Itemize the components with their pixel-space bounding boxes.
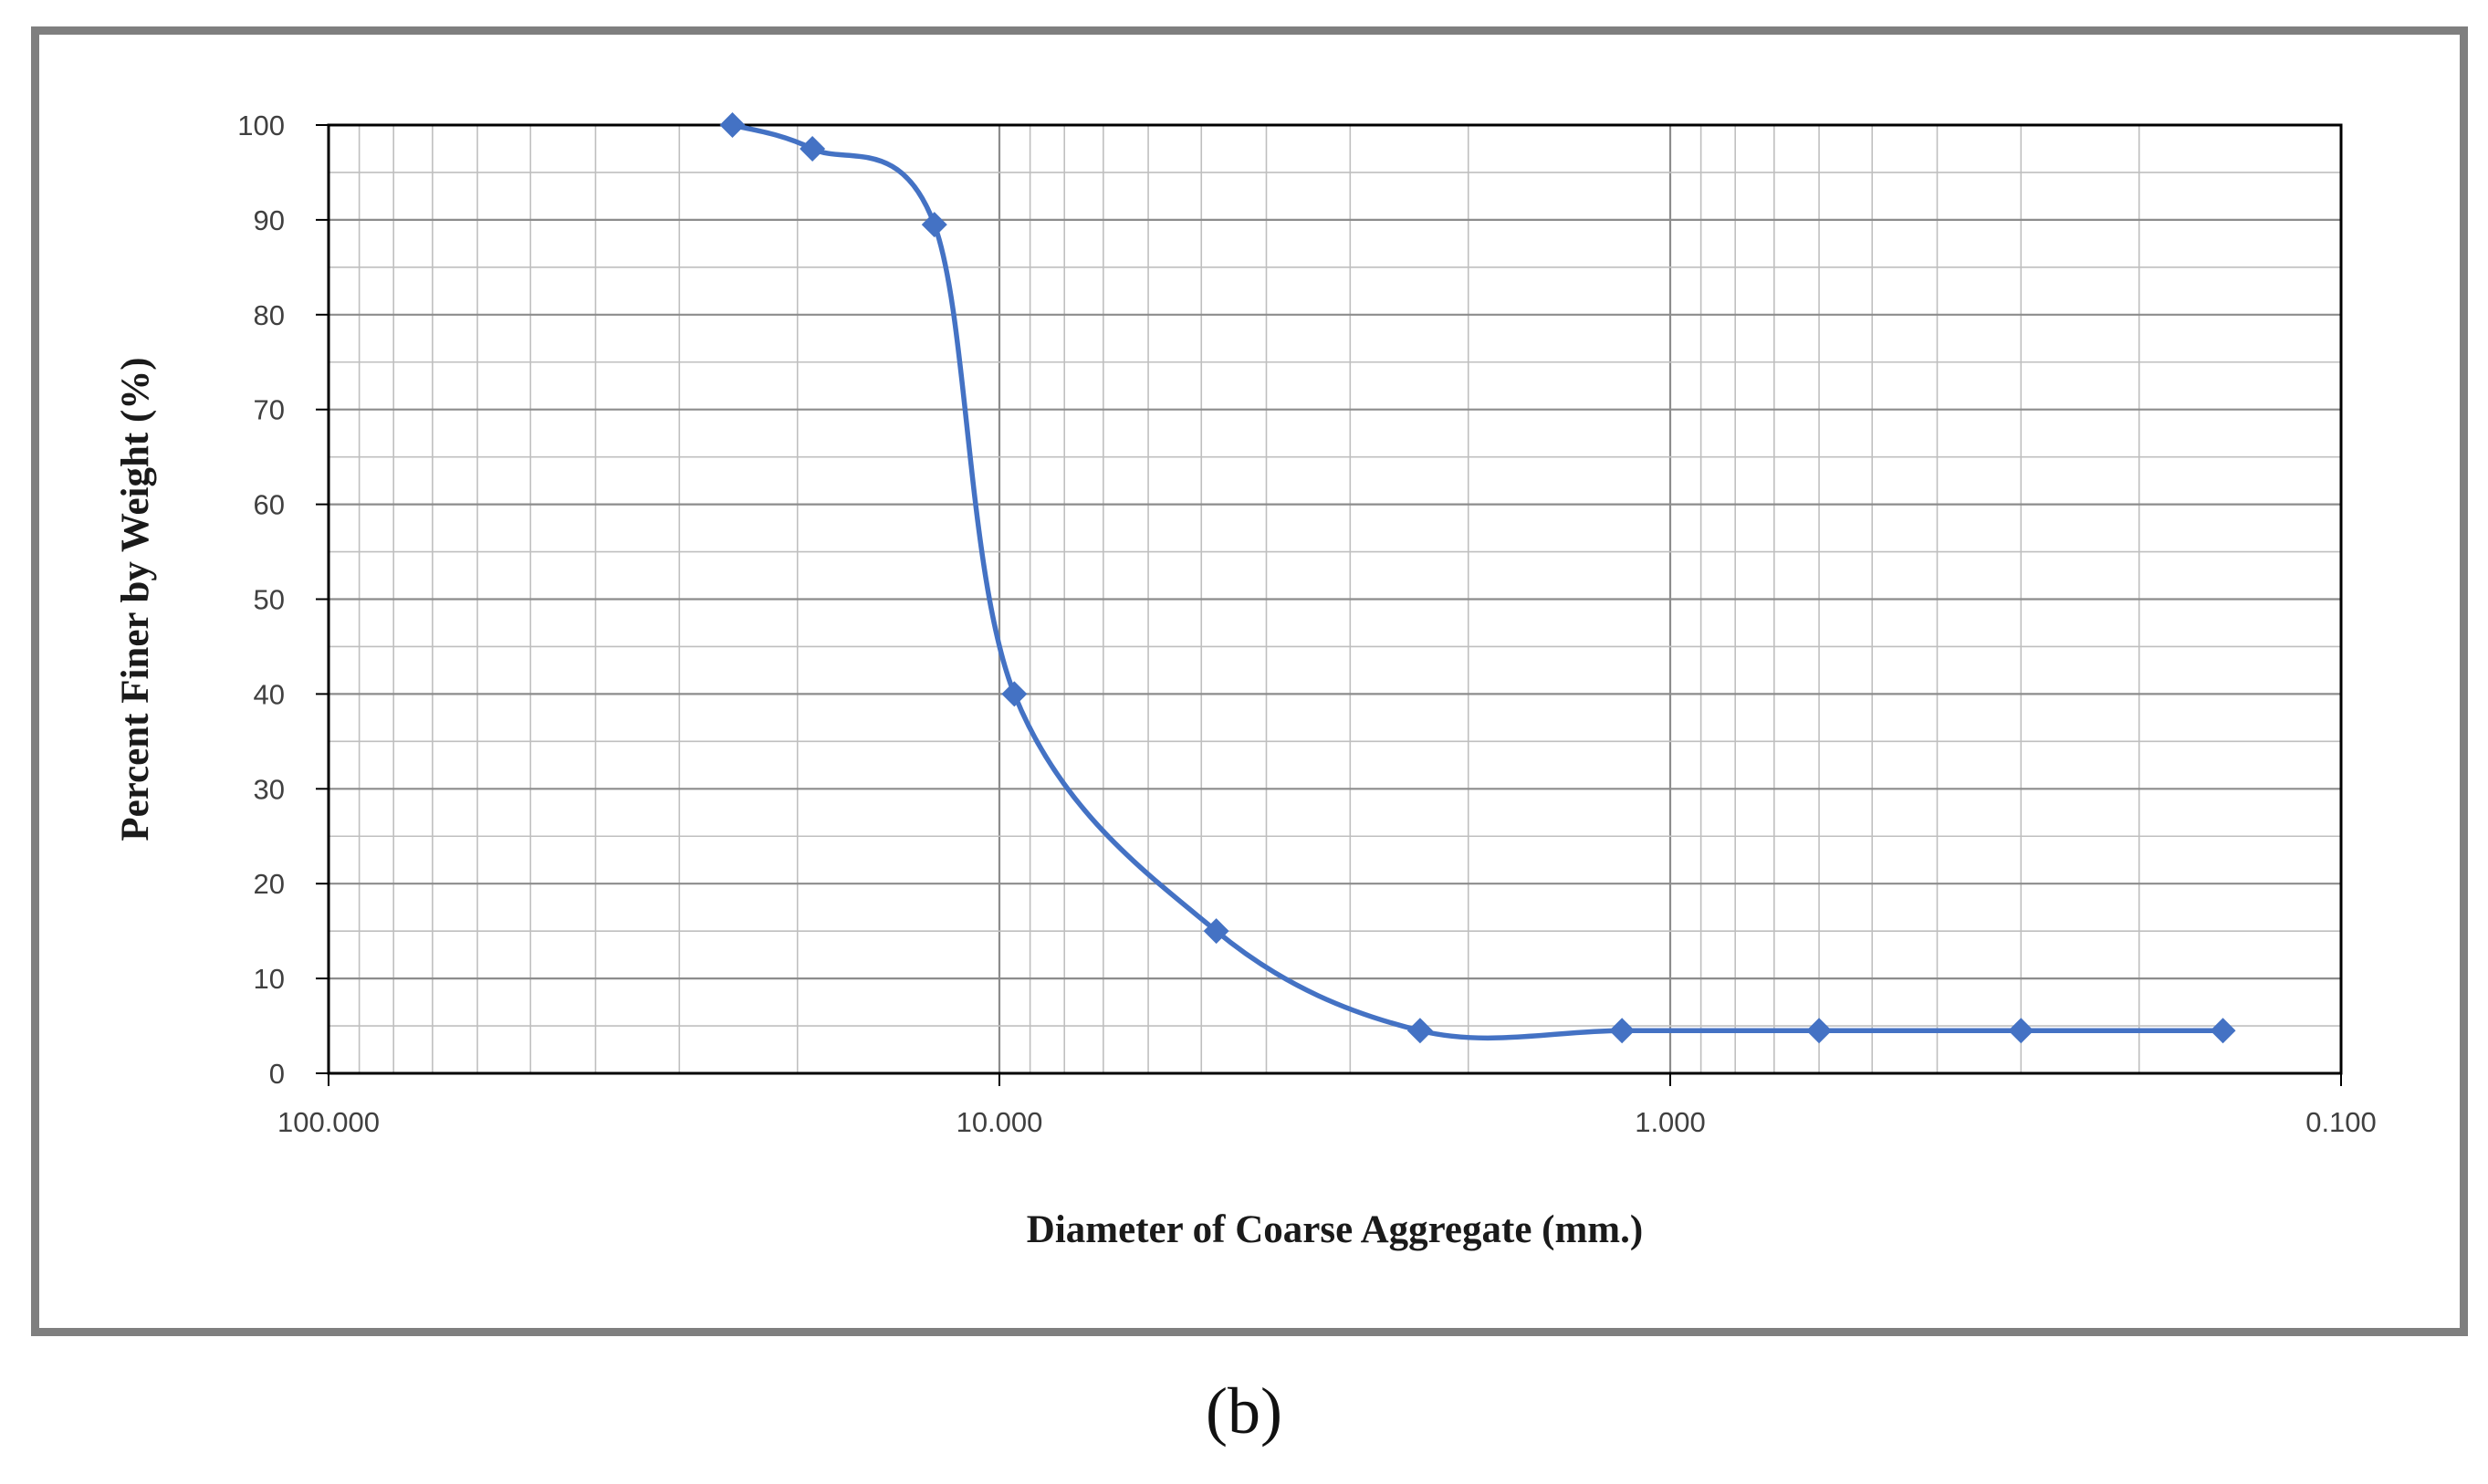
data-point-marker <box>1806 1018 1833 1044</box>
grid-layer <box>329 125 2341 1073</box>
y-tick-label: 20 <box>254 868 285 900</box>
x-tick-label: 10.000 <box>957 1106 1043 1138</box>
y-tick-label: 70 <box>254 394 285 426</box>
series-layer <box>719 112 2236 1044</box>
data-point-marker <box>719 112 746 138</box>
y-axis-ticks: 0 10 20 30 40 50 60 70 80 90 100 <box>237 110 329 1090</box>
y-tick-label: 40 <box>254 678 285 710</box>
panel-label: (b) <box>1206 1374 1282 1447</box>
y-axis-title: Percent Finer by Weight (%) <box>114 357 157 841</box>
data-point-marker <box>921 212 947 238</box>
series-line <box>731 122 2223 1041</box>
chart-frame <box>31 26 2468 1336</box>
data-point-marker <box>2210 1018 2236 1044</box>
x-axis-ticks: 100.000 10.000 1.000 0.100 <box>277 1073 2377 1138</box>
y-tick-label: 50 <box>254 584 285 616</box>
x-tick-label: 1.000 <box>1635 1106 1706 1138</box>
data-point-marker <box>1001 681 1028 707</box>
data-point-marker <box>800 135 826 162</box>
x-tick-label: 100.000 <box>277 1106 380 1138</box>
y-tick-label: 60 <box>254 489 285 521</box>
data-point-marker <box>1203 918 1229 945</box>
y-tick-label: 80 <box>254 299 285 331</box>
data-point-marker <box>1406 1018 1433 1044</box>
data-point-marker <box>1609 1018 1636 1044</box>
y-tick-label: 100 <box>237 110 285 141</box>
y-tick-label: 10 <box>254 963 285 995</box>
y-tick-label: 0 <box>269 1058 285 1090</box>
x-axis-title: Diameter of Coarse Aggregate (mm.) <box>1027 1208 1643 1251</box>
data-point-marker <box>2008 1018 2034 1044</box>
y-tick-label: 30 <box>254 773 285 805</box>
y-tick-label: 90 <box>254 204 285 236</box>
x-tick-label: 0.100 <box>2305 1106 2377 1138</box>
